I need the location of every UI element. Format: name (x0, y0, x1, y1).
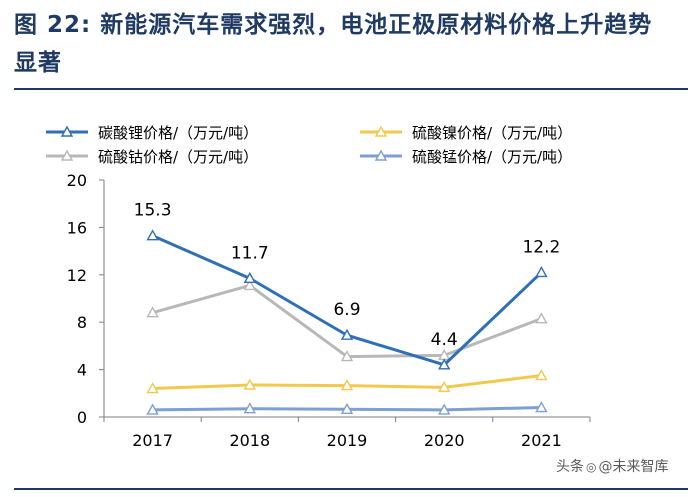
legend-item: 碳酸锂价格/（万元/吨） (46, 124, 258, 142)
series-point (243, 378, 256, 390)
series-line (152, 283, 542, 359)
y-tick-label: 0 (77, 408, 87, 427)
x-tick-label: 2017 (132, 431, 173, 450)
series-1 (146, 229, 548, 370)
series-point (146, 403, 159, 415)
series-layer (146, 229, 548, 415)
legend-label: 硫酸镍价格/（万元/吨） (412, 124, 572, 142)
data-label: 6.9 (333, 300, 360, 320)
series-point (340, 402, 354, 414)
figure-title: 图 22: 新能源汽车需求强烈，电池正极原材料价格上升趋势显著 (14, 12, 653, 76)
legend-item: 硫酸钴价格/（万元/吨） (46, 148, 258, 166)
x-tick-label: 2021 (521, 431, 562, 450)
data-label-layer: 15.3 11.7 6.9 4.4 12.2 (134, 201, 561, 350)
data-label: 12.2 (522, 237, 560, 257)
series-point (535, 265, 548, 278)
legend-label: 硫酸钴价格/（万元/吨） (98, 148, 258, 166)
y-tick-label: 8 (77, 313, 87, 332)
data-label: 15.3 (134, 201, 172, 221)
series-point (243, 402, 256, 414)
series-point (340, 379, 354, 391)
y-tick-label: 4 (77, 361, 87, 380)
legend-marker (60, 149, 74, 161)
legend-marker (60, 125, 74, 137)
legend-marker (374, 149, 388, 161)
series-point (243, 279, 256, 291)
series-point (340, 328, 354, 340)
series-4 (146, 401, 548, 415)
watermark: 头条 ◎ @未来智库 (556, 456, 668, 476)
series-point (146, 229, 159, 241)
x-tick-label: 2020 (424, 431, 465, 450)
watermark-author: @未来智库 (598, 459, 669, 475)
series-point (146, 306, 159, 318)
series-point (535, 312, 548, 324)
y-axis: 0 4 8 12 16 20 (67, 171, 105, 427)
chart-legend: 碳酸锂价格/（万元/吨） 硫酸镍价格/（万元/吨） 硫酸钴价格/（万元/吨） 硫酸锰价… (46, 124, 572, 166)
watermark-prefix: 头条 (556, 459, 584, 475)
y-tick-label: 20 (67, 171, 87, 190)
series-point (438, 380, 451, 393)
x-tick-label: 2019 (327, 431, 368, 450)
wechat-icon: ◎ (586, 460, 597, 474)
legend-item: 硫酸锰价格/（万元/吨） (360, 148, 572, 166)
data-label: 11.7 (231, 243, 269, 263)
legend-label: 碳酸锂价格/（万元/吨） (98, 124, 258, 142)
y-tick-label: 16 (67, 218, 87, 237)
series-point (438, 403, 451, 415)
bottom-divider (14, 488, 688, 490)
legend-label: 硫酸锰价格/（万元/吨） (412, 148, 572, 166)
series-point (146, 382, 159, 394)
title-divider (14, 88, 688, 90)
y-tick-label: 12 (67, 266, 87, 285)
data-label: 4.4 (431, 330, 458, 350)
series-point (243, 271, 256, 284)
legend-marker (374, 125, 388, 137)
series-point (535, 401, 548, 413)
series-point (438, 358, 451, 370)
x-axis: 2017 2018 2019 2020 2021 (103, 416, 591, 450)
series-2 (146, 369, 548, 394)
legend-item: 硫酸镍价格/（万元/吨） (360, 124, 572, 142)
series-point (535, 369, 548, 381)
x-tick-label: 2018 (229, 431, 270, 450)
series-point (340, 350, 354, 362)
series-3 (146, 279, 548, 362)
